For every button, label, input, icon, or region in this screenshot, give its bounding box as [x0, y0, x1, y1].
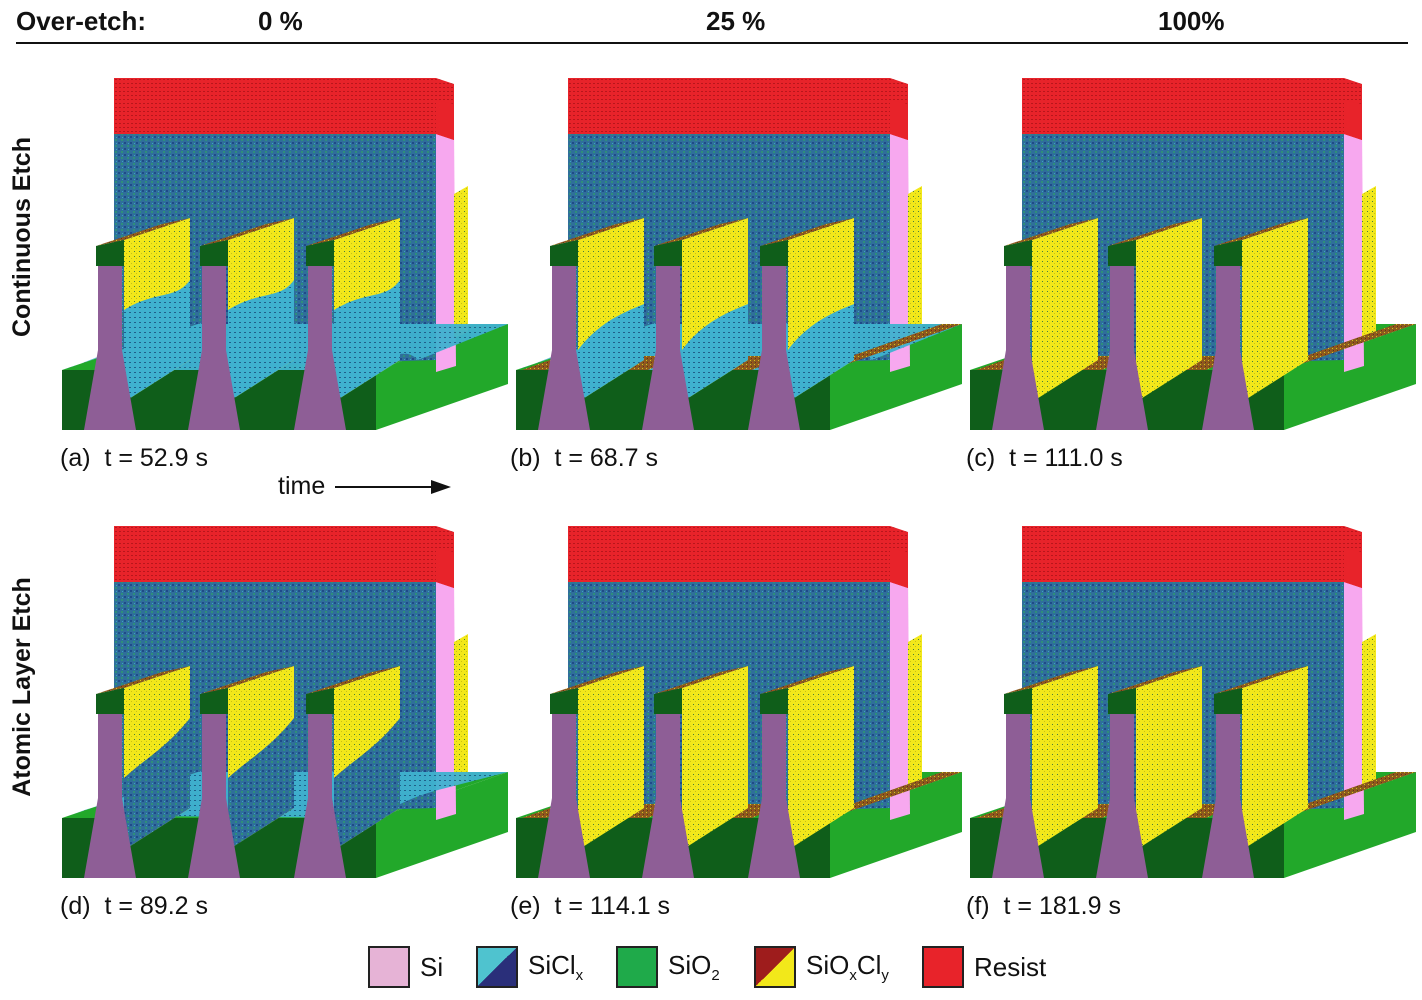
panel-d: [58, 518, 518, 888]
caption-a: (a) t = 52.9 s: [60, 444, 209, 472]
caption-d: (d) t = 89.2 s: [60, 892, 209, 920]
caption-b: (b) t = 68.7 s: [510, 444, 659, 472]
caption-c: (c) t = 111.0 s: [966, 444, 1123, 472]
row-label-ale: Atomic Layer Etch: [8, 577, 36, 797]
legend-sio2: SiO2: [616, 946, 720, 988]
panel-e: [512, 518, 972, 888]
over-etch-label: Over-etch:: [16, 6, 147, 36]
caption-f: (f) t = 181.9 s: [966, 892, 1121, 920]
legend-swatch-si: [368, 946, 410, 988]
legend-resist: Resist: [922, 946, 1046, 988]
legend-swatch-sio2: [616, 946, 658, 988]
legend-siclx: SiClx: [476, 946, 583, 988]
legend-sioxcly: SiOxCly: [754, 946, 889, 988]
panel-b: [512, 70, 972, 440]
panel-a: [58, 70, 518, 440]
caption-e: (e) t = 114.1 s: [510, 892, 671, 920]
header-rule: [16, 42, 1408, 44]
column-header-25: 25 %: [706, 6, 766, 36]
panel-c: [966, 70, 1422, 440]
legend-swatch-sioxcly: [754, 946, 796, 988]
arrow-right-icon: [335, 479, 452, 494]
legend-swatch-siclx: [476, 946, 518, 988]
time-arrow: time: [278, 472, 453, 501]
row-label-continuous: Continuous Etch: [8, 137, 36, 337]
legend-si: Si: [368, 946, 443, 988]
column-header-0: 0 %: [258, 6, 303, 36]
legend: Si SiClx SiO2 SiOxCly Resist: [0, 946, 1422, 996]
time-label: time: [278, 472, 326, 500]
column-header-100: 100%: [1158, 6, 1225, 36]
legend-swatch-resist: [922, 946, 964, 988]
panel-f: [966, 518, 1422, 888]
